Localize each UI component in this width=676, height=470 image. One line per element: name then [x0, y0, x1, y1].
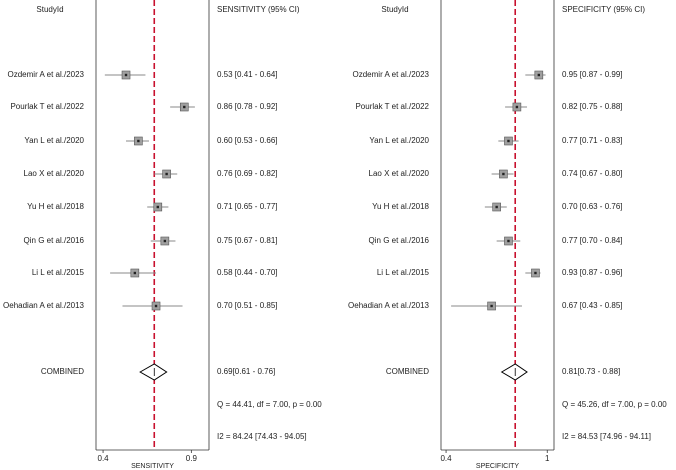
combined-label: COMBINED: [386, 367, 429, 376]
value-label: 0.93 [0.87 - 0.96]: [562, 268, 623, 277]
value-label: 0.70 [0.63 - 0.76]: [562, 202, 623, 211]
point-center: [537, 73, 541, 77]
x-axis-label: SPECIFICITY: [476, 463, 520, 470]
combined-value-label: 0.69[0.61 - 0.76]: [217, 367, 275, 376]
annotation: I2 = 84.24 [74.43 - 94.05]: [217, 432, 307, 441]
point-center: [495, 205, 498, 209]
study-label: Qin G et al./2016: [369, 236, 430, 245]
point-center: [156, 205, 159, 209]
study-label: Oehadian A et al./2013: [3, 301, 85, 310]
study-label: Oehadian A et al./2013: [348, 301, 430, 310]
value-label: 0.53 [0.41 - 0.64]: [217, 70, 278, 79]
point-center: [183, 105, 186, 109]
value-label: 0.86 [0.78 - 0.92]: [217, 102, 278, 111]
x-tick-label: 0.4: [98, 454, 110, 463]
point-center: [133, 271, 137, 275]
study-label: Qin G et al./2016: [24, 236, 85, 245]
value-label: 0.77 [0.70 - 0.84]: [562, 236, 623, 245]
study-label: Lao X et al./2020: [369, 169, 430, 178]
point-center: [137, 139, 140, 143]
study-label: Li L et al./2015: [32, 268, 85, 277]
study-label: Yu H et al./2018: [372, 202, 429, 211]
value-label: 0.67 [0.43 - 0.85]: [562, 301, 623, 310]
study-label: Yan L et al./2020: [24, 136, 84, 145]
point-center: [124, 73, 128, 77]
header-label: StudyId: [36, 5, 63, 14]
point-center: [163, 239, 167, 243]
value-label: 0.75 [0.67 - 0.81]: [217, 236, 278, 245]
study-label: Pourlak T et al./2022: [355, 102, 429, 111]
header-value: SENSITIVITY (95% CI): [217, 5, 300, 14]
point-center: [515, 105, 519, 109]
study-label: Pourlak T et al./2022: [10, 102, 84, 111]
value-label: 0.82 [0.75 - 0.88]: [562, 102, 623, 111]
study-label: Li L et al./2015: [377, 268, 430, 277]
combined-value-label: 0.81[0.73 - 0.88]: [562, 367, 620, 376]
annotation: I2 = 84.53 [74.96 - 94.11]: [562, 432, 651, 441]
value-label: 0.76 [0.69 - 0.82]: [217, 169, 278, 178]
study-label: Lao X et al./2020: [24, 169, 85, 178]
x-tick-label: 0.4: [440, 454, 452, 463]
value-label: 0.70 [0.51 - 0.85]: [217, 301, 278, 310]
point-center: [507, 239, 510, 243]
header-value: SPECIFICITY (95% CI): [562, 5, 645, 14]
x-axis-label: SENSITIVITY: [131, 463, 174, 470]
value-label: 0.74 [0.67 - 0.80]: [562, 169, 623, 178]
value-label: 0.77 [0.71 - 0.83]: [562, 136, 623, 145]
x-tick-label: 0.9: [186, 454, 198, 463]
combined-diamond: [500, 363, 528, 381]
point-center: [534, 271, 537, 275]
header-label: StudyId: [381, 5, 408, 14]
point-center: [154, 304, 158, 308]
study-label: Ozdemir A et al./2023: [8, 70, 85, 79]
point-center: [490, 304, 493, 308]
value-label: 0.95 [0.87 - 0.99]: [562, 70, 623, 79]
value-label: 0.71 [0.65 - 0.77]: [217, 202, 278, 211]
x-tick-label: 1: [545, 454, 550, 463]
point-center: [165, 172, 168, 176]
point-center: [507, 139, 510, 143]
point-center: [502, 172, 505, 176]
annotation: Q = 44.41, df = 7.00, p = 0.00: [217, 400, 322, 409]
combined-diamond: [139, 363, 168, 381]
value-label: 0.58 [0.44 - 0.70]: [217, 268, 278, 277]
annotation: Q = 45.26, df = 7.00, p = 0.00: [562, 400, 667, 409]
study-label: Ozdemir A et al./2023: [353, 70, 430, 79]
combined-label: COMBINED: [41, 367, 84, 376]
study-label: Yan L et al./2020: [369, 136, 429, 145]
value-label: 0.60 [0.53 - 0.66]: [217, 136, 278, 145]
study-label: Yu H et al./2018: [27, 202, 84, 211]
